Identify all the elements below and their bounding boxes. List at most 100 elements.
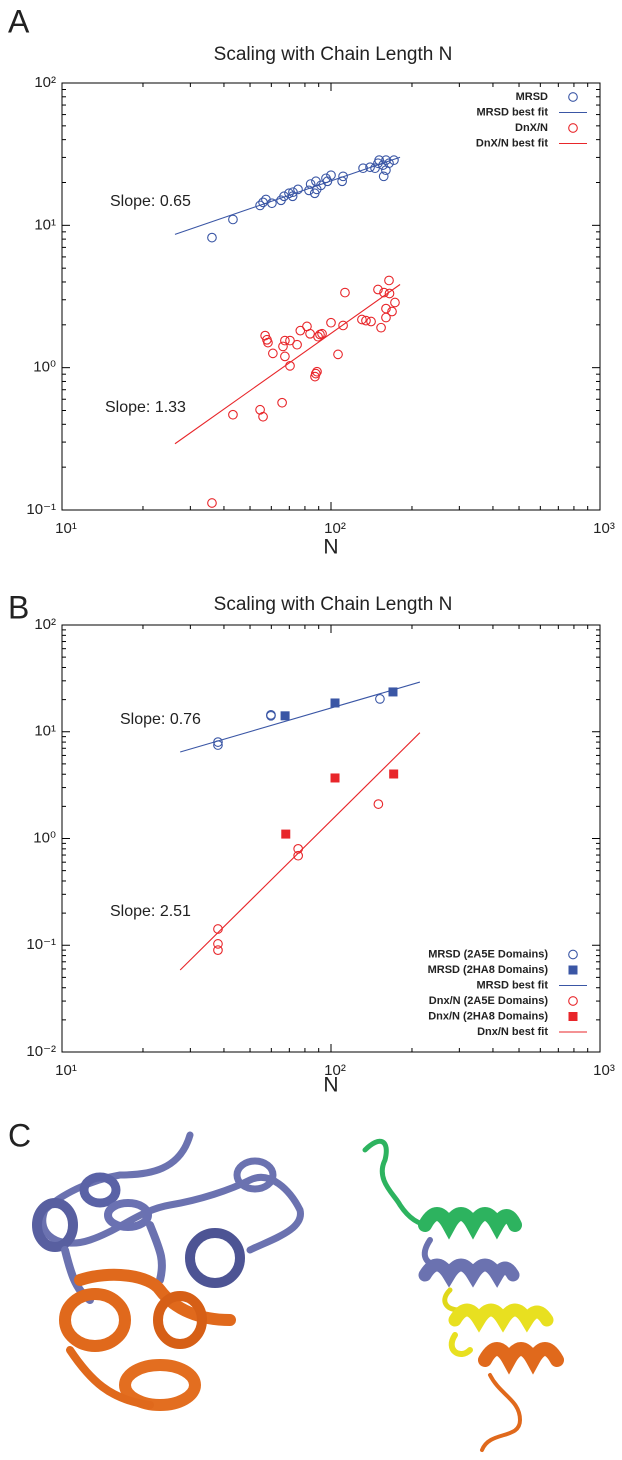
panel-label: C [8, 1117, 31, 1153]
annotation: Slope: 2.51 [110, 903, 191, 920]
helix [153, 1291, 207, 1349]
legend-swatch [568, 996, 578, 1006]
point [330, 698, 340, 708]
point [280, 335, 290, 346]
point [338, 171, 348, 182]
legend-label: Dnx/N best fit [477, 1026, 548, 1038]
y-tick-label: 10¹ [34, 723, 56, 740]
point [292, 339, 302, 350]
point [366, 316, 376, 327]
legend-label: DnX/N [515, 122, 548, 134]
x-axis-label: N [323, 536, 338, 559]
legend-label: MRSD (2A5E Domains) [428, 948, 548, 960]
point [207, 232, 217, 243]
point [285, 335, 295, 346]
legend-swatch [568, 123, 578, 133]
x-tick-label: 10³ [593, 1062, 615, 1079]
legend: MRSD MRSD best fit DnX/N DnX/N best fit [476, 91, 587, 149]
legend: MRSD (2A5E Domains) MRSD (2HA8 Domains) MR… [428, 948, 587, 1038]
point [280, 711, 290, 721]
point [381, 165, 391, 176]
chart-title: Scaling with Chain Length N [214, 594, 453, 615]
helix [478, 1342, 564, 1375]
point [384, 288, 395, 299]
point [388, 687, 398, 697]
point [326, 317, 336, 328]
point [278, 341, 288, 352]
fit-line [180, 681, 421, 753]
y-tick-label: 10⁻² [26, 1043, 56, 1060]
point [295, 325, 306, 336]
annotation: Slope: 0.76 [120, 711, 201, 728]
chart-title: Scaling with Chain Length N [214, 44, 453, 65]
chart: Scaling with Chain Length N N 10¹ 10² 10³ 10⁻… [26, 44, 614, 559]
legend-label: MRSD [516, 91, 548, 103]
coil [480, 1373, 523, 1452]
point [357, 314, 367, 325]
helix [104, 1199, 152, 1231]
y-tick-label: 10² [34, 74, 56, 91]
helix [448, 1303, 554, 1333]
helix [418, 1258, 520, 1288]
point [389, 155, 399, 166]
legend-swatch [568, 1012, 578, 1021]
point [361, 315, 371, 326]
point [268, 348, 278, 359]
point [378, 171, 389, 182]
helix [59, 1288, 131, 1352]
point [287, 191, 298, 202]
legend-swatch [568, 92, 578, 102]
point [384, 275, 394, 286]
point [387, 306, 397, 317]
point [228, 409, 238, 420]
point [213, 939, 223, 949]
point [266, 709, 276, 720]
point [322, 176, 333, 187]
point [293, 850, 304, 861]
protein-left [32, 1131, 304, 1411]
y-tick-label: 10¹ [34, 216, 56, 233]
x-tick-label: 10¹ [55, 520, 77, 537]
helix [79, 1172, 121, 1208]
point [390, 297, 400, 308]
legend-label: MRSD best fit [477, 979, 549, 991]
y-tick-label: 10² [34, 616, 56, 633]
helix [418, 1207, 522, 1240]
legend-label: Dnx/N (2A5E Domains) [429, 995, 549, 1007]
point [312, 366, 322, 377]
panel-label: B [8, 589, 29, 625]
y-tick-label: 10⁻¹ [26, 936, 56, 953]
point [228, 214, 238, 225]
point [260, 330, 270, 341]
chart: Scaling with Chain Length N N 10¹ 10² 10³ 10⁻… [26, 594, 614, 1097]
fit-line [179, 732, 421, 971]
point [207, 498, 217, 508]
point [365, 162, 375, 173]
point [310, 368, 321, 379]
point [317, 328, 327, 339]
legend-swatch [568, 949, 578, 960]
point [281, 829, 291, 839]
x-axis-label: N [323, 1074, 338, 1097]
fit-line [174, 284, 401, 445]
point [340, 287, 350, 298]
x-tick-label: 10¹ [55, 1062, 77, 1079]
protein-right [362, 1138, 564, 1452]
point [293, 184, 303, 195]
fit-line [174, 156, 401, 235]
point [258, 411, 268, 422]
point [267, 198, 277, 209]
point [305, 328, 315, 339]
point [333, 349, 343, 360]
legend-label: MRSD best fit [477, 106, 549, 118]
point [213, 945, 223, 955]
helix [185, 1228, 245, 1288]
y-tick-label: 10⁻¹ [26, 501, 56, 518]
point [277, 397, 287, 408]
coil [448, 1332, 473, 1357]
point [373, 284, 383, 295]
helix [233, 1157, 277, 1193]
y-tick-label: 10⁰ [33, 359, 56, 376]
